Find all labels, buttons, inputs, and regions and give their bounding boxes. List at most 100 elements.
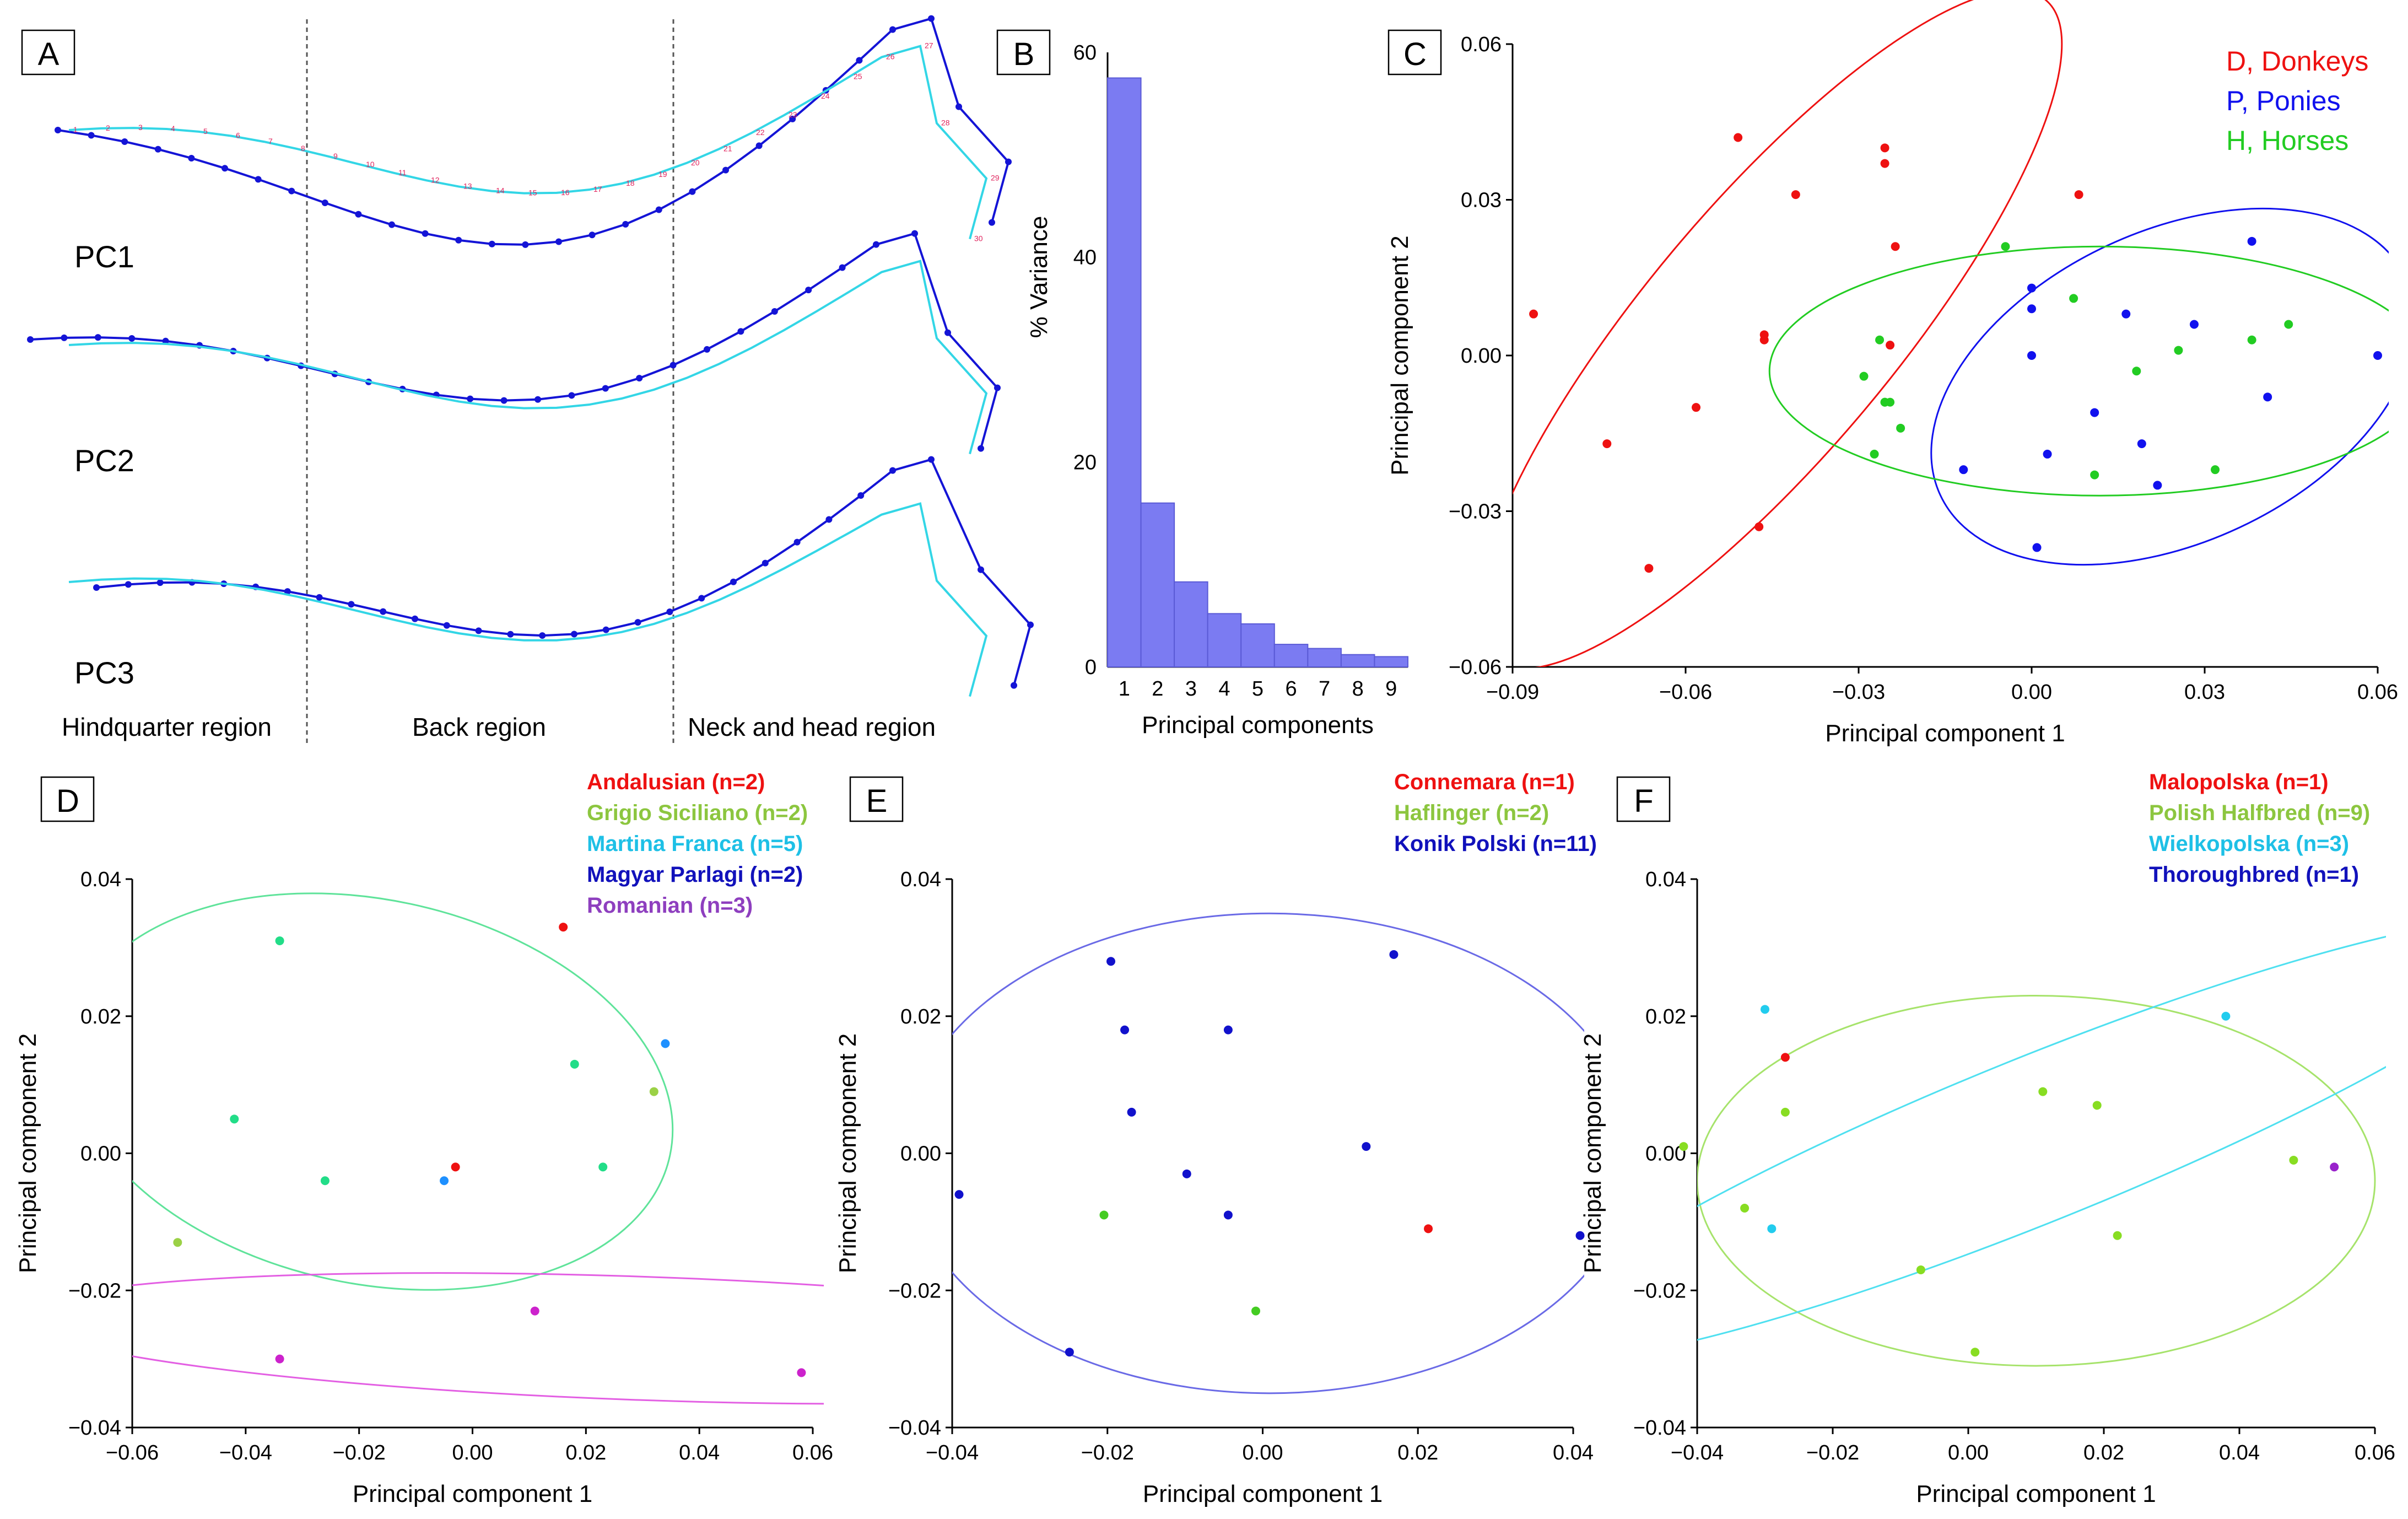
pc3-variant-outline-landmark: [857, 492, 865, 499]
point-h-horses: [2174, 346, 2183, 355]
point-polish-halfbred-n-9: [1679, 1142, 1688, 1151]
pc3-variant-outline-landmark: [978, 566, 984, 573]
point-konik-polski-n-11: [1065, 1348, 1074, 1357]
point-p-ponies: [2137, 439, 2146, 449]
pc3-variant-outline-landmark: [125, 581, 132, 588]
point-d-donkeys: [2074, 190, 2083, 200]
landmark-number: 18: [626, 179, 635, 187]
pc3-variant-outline-landmark: [507, 631, 514, 638]
x-tick-label: −0.02: [333, 1441, 386, 1464]
point-d-donkeys: [1644, 564, 1654, 573]
pc1-variant-outline-landmark: [989, 219, 995, 226]
panel-a-letter-box: A: [21, 29, 75, 76]
point-malopolska-n-1: [1780, 1053, 1790, 1062]
point-haflinger-n-2: [1099, 1210, 1109, 1220]
pc3-variant-outline: [96, 458, 1032, 686]
point-h-horses: [1896, 423, 1905, 433]
bar-pc1: [1107, 77, 1142, 667]
bar-pc6: [1273, 644, 1309, 668]
x-tick-label: −0.02: [1081, 1441, 1134, 1464]
x-tick-label: 0.02: [565, 1441, 606, 1464]
legend-entry-connemara-n-1: Connemara (n=1): [1394, 770, 1575, 794]
y-tick-label: 0.03: [1461, 189, 1502, 212]
pc1-variant-outline-landmark: [455, 236, 462, 244]
pc2-variant-outline-landmark: [27, 336, 34, 343]
pc1-variant-outline-landmark: [55, 127, 61, 134]
y-tick-label: 0.00: [80, 1143, 121, 1166]
y-tick-label: 60: [1073, 41, 1097, 64]
point-polish-halfbred-n-9: [2092, 1101, 2102, 1110]
pc2-variant-outline-landmark: [771, 308, 778, 315]
bar-pc2: [1140, 502, 1175, 668]
point-p-ponies: [2027, 351, 2036, 360]
region-back: Back region: [412, 713, 546, 741]
point-wielkopolska-n-3: [1767, 1224, 1777, 1233]
pc1-variant-outline: [57, 17, 1010, 246]
point-polish-halfbred-n-9: [1780, 1107, 1790, 1117]
point-martina-franca-n-5: [598, 1162, 608, 1172]
y-axis-title: Principal component 2: [14, 1033, 41, 1273]
legend-entry-d-donkeys: D, Donkeys: [2226, 46, 2368, 77]
pc2-variant-outline-landmark: [737, 328, 744, 335]
landmark-number: 7: [268, 137, 273, 146]
landmark-number: 9: [333, 152, 338, 160]
x-axis-title: Principal component 1: [1143, 1480, 1383, 1507]
pc2-variant-outline-landmark: [568, 392, 575, 399]
pc2-variant-outline-landmark: [128, 335, 136, 342]
point-d-donkeys: [1754, 522, 1764, 531]
landmark-number: 30: [974, 234, 983, 243]
point-magyar-parlagi-n-2: [661, 1039, 670, 1048]
x-tick-label: 0.04: [1553, 1441, 1594, 1464]
legend-entry-magyar-parlagi-n-2: Magyar Parlagi (n=2): [587, 863, 803, 887]
point-martina-franca-n-5: [275, 936, 284, 945]
point-romanian-n-3: [797, 1368, 806, 1377]
pc3-variant-outline-landmark: [928, 456, 935, 463]
y-tick-label: −0.02: [68, 1279, 121, 1302]
point-romanian-n-3: [275, 1354, 284, 1364]
y-tick-label: 0.00: [1461, 344, 1502, 368]
landmark-number: 6: [236, 131, 240, 140]
ellipse-layer: [1697, 917, 2386, 1367]
point-polish-halfbred-n-9: [1970, 1348, 1980, 1357]
bar-pc9: [1374, 656, 1408, 667]
pc1-variant-outline-landmark: [655, 206, 662, 213]
pc3-variant-outline-landmark: [666, 608, 673, 616]
y-tick-label: 0.00: [900, 1143, 941, 1166]
point-d-donkeys: [1759, 330, 1769, 340]
pc3-variant-outline-landmark: [348, 601, 355, 608]
point-h-horses: [2001, 242, 2010, 251]
pc2-variant-outline-landmark: [994, 384, 1001, 391]
panel-b-letter: B: [1013, 36, 1035, 72]
y-tick-label: 0.02: [80, 1005, 121, 1028]
pc1-variant-outline-landmark: [856, 57, 863, 64]
pc2-variant-outline-landmark: [602, 385, 609, 392]
confidence-ellipse-wielkopolska-n-3: [1697, 917, 2386, 1362]
pc1-variant-outline-landmark: [889, 26, 896, 33]
landmark-number: 14: [496, 186, 505, 195]
landmark-number: 27: [925, 41, 933, 50]
landmark-number: 2: [106, 123, 110, 132]
pc3-variant-outline-landmark: [1011, 682, 1017, 689]
point-polish-halfbred-n-9: [1740, 1204, 1750, 1213]
point-d-donkeys: [1734, 133, 1743, 142]
landmark-number: 12: [431, 175, 440, 184]
panel-c-species-scatter: C −0.09 −0.06 −0.03 0.00 0.03 0.06−0.06−0.030…: [1386, 0, 2398, 747]
pc1-variant-outline-landmark: [689, 188, 696, 195]
panel-f-polish-horses-scatter: F −0.04 −0.02 0.00 0.02 0.04 0.06 −0.04 −0.02 0.…: [1579, 770, 2395, 1507]
point-wielkopolska-n-3: [1761, 1005, 1769, 1014]
point-konik-polski-n-11: [1106, 957, 1116, 966]
legend-entry-grigio-siciliano-n-2: Grigio Siciliano (n=2): [587, 801, 808, 825]
y-tick-label: −0.02: [888, 1279, 941, 1302]
point-p-ponies: [2043, 449, 2052, 459]
pc1-variant-outline-landmark: [422, 230, 429, 237]
y-tick-label: −0.03: [1449, 500, 1502, 524]
x-tick-label: 3: [1185, 677, 1197, 701]
y-tick-label: 0.06: [1461, 33, 1502, 56]
point-p-ponies: [2263, 392, 2272, 402]
x-tick-label: −0.02: [1806, 1441, 1859, 1464]
confidence-ellipse-konik-polski-n-11: [952, 912, 1584, 1394]
point-d-donkeys: [1602, 439, 1612, 449]
pc3-variant-outline-landmark: [156, 579, 164, 586]
pc2-variant-outline-landmark: [670, 362, 677, 369]
pc1-variant-outline-landmark: [722, 166, 729, 174]
